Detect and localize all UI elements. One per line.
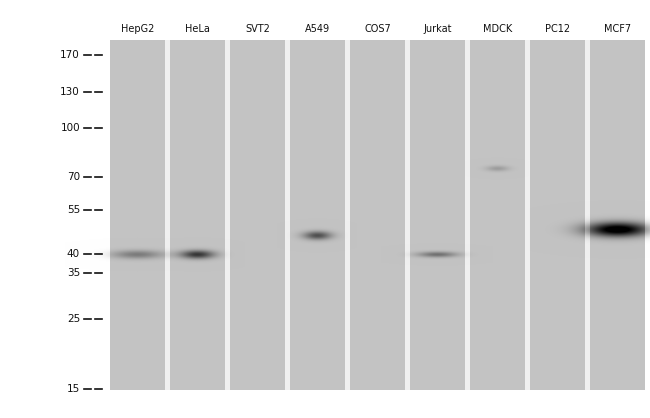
Text: Jurkat: Jurkat	[423, 24, 452, 34]
Text: 15: 15	[67, 384, 80, 394]
Text: 130: 130	[60, 87, 80, 97]
Text: HepG2: HepG2	[121, 24, 154, 34]
Text: 70: 70	[67, 172, 80, 182]
Text: MCF7: MCF7	[604, 24, 631, 34]
Text: 100: 100	[60, 123, 80, 133]
Text: PC12: PC12	[545, 24, 570, 34]
Text: 170: 170	[60, 50, 80, 60]
Text: A549: A549	[305, 24, 330, 34]
Text: 40: 40	[67, 249, 80, 259]
Text: COS7: COS7	[364, 24, 391, 34]
Text: SVT2: SVT2	[245, 24, 270, 34]
Text: MDCK: MDCK	[483, 24, 512, 34]
Text: 55: 55	[67, 205, 80, 215]
Text: HeLa: HeLa	[185, 24, 210, 34]
Text: 35: 35	[67, 268, 80, 278]
Text: 25: 25	[67, 314, 80, 324]
